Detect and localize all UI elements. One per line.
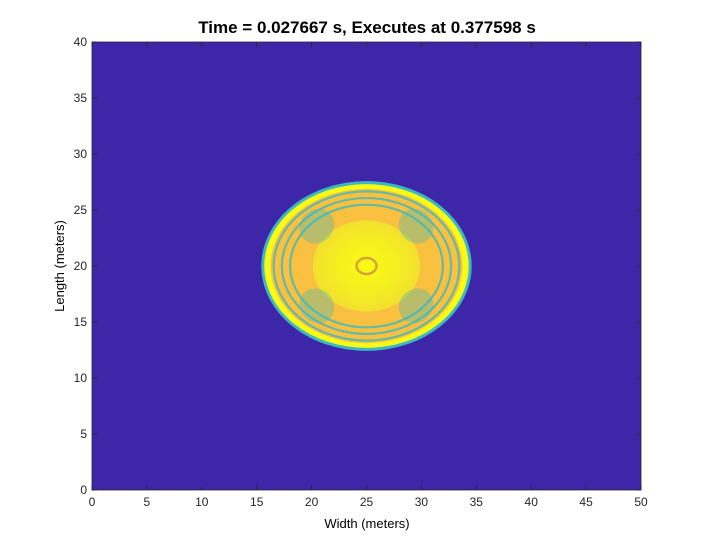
y-tick-label: 5 <box>80 427 87 441</box>
x-tick-label: 10 <box>195 495 209 509</box>
y-axis-label: Length (meters) <box>52 220 67 312</box>
center-ring <box>355 256 378 276</box>
x-tick-label: 0 <box>89 495 96 509</box>
y-tick-label: 35 <box>74 91 88 105</box>
ripple-band <box>276 193 457 339</box>
x-tick-label: 40 <box>525 495 539 509</box>
y-tick-label: 25 <box>74 203 88 217</box>
x-tick-label: 50 <box>634 495 648 509</box>
y-tick-label: 15 <box>74 315 88 329</box>
y-axis: 0 5 10 15 20 25 30 35 40 <box>74 35 641 497</box>
heatmap-wave-region <box>261 181 472 351</box>
x-tick-label: 30 <box>415 495 429 509</box>
ripple-band <box>284 200 449 332</box>
diagonal-streak <box>398 288 434 324</box>
y-tick-label: 30 <box>74 147 88 161</box>
x-axis-label: Width (meters) <box>324 516 409 531</box>
diagonal-streak <box>299 288 335 324</box>
ripple-band <box>272 190 461 342</box>
ripple-band <box>289 203 444 329</box>
x-tick-label: 20 <box>305 495 319 509</box>
x-axis: 0 5 10 15 20 25 30 35 40 45 50 <box>89 42 648 509</box>
diagonal-streak <box>398 208 434 244</box>
x-tick-label: 25 <box>360 495 374 509</box>
y-tick-label: 40 <box>74 35 88 49</box>
x-tick-label: 35 <box>470 495 484 509</box>
bright-core <box>312 220 421 312</box>
chart-title: Time = 0.027667 s, Executes at 0.377598 … <box>198 18 536 37</box>
y-tick-label: 20 <box>74 259 88 273</box>
ripple-band <box>280 196 453 336</box>
ripple-band <box>293 206 440 326</box>
x-tick-label: 5 <box>144 495 151 509</box>
plot-area <box>92 42 641 490</box>
x-tick-label: 15 <box>250 495 264 509</box>
y-tick-label: 0 <box>80 483 87 497</box>
x-tick-label: 45 <box>579 495 593 509</box>
diagonal-streak <box>299 208 335 244</box>
y-tick-label: 10 <box>74 371 88 385</box>
